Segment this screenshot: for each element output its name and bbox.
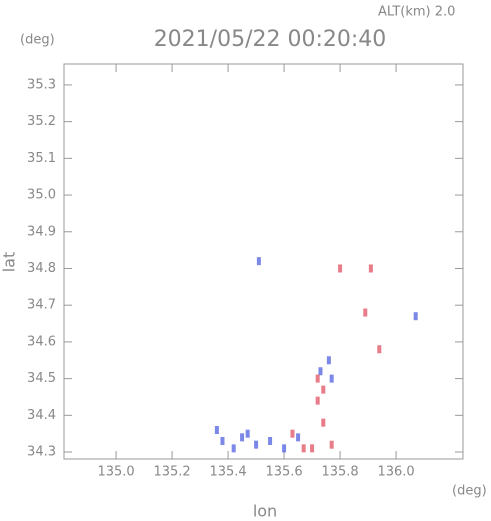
point xyxy=(214,425,219,434)
x-unit: (deg) xyxy=(452,484,487,499)
y-tick-label: 34.6 xyxy=(27,334,56,349)
point xyxy=(321,418,326,427)
y-unit: (deg) xyxy=(20,33,55,48)
point xyxy=(413,312,418,321)
point xyxy=(363,308,368,317)
y-tick-label: 35.2 xyxy=(27,114,56,129)
point xyxy=(315,374,320,383)
point xyxy=(220,437,225,446)
y-tick-label: 35.3 xyxy=(27,77,56,92)
y-axis-label: lat xyxy=(0,252,19,273)
x-axis-label: lon xyxy=(253,502,277,521)
point xyxy=(282,444,287,453)
x-tick-label: 135.0 xyxy=(97,465,134,480)
y-tick-label: 34.3 xyxy=(27,445,56,460)
point xyxy=(231,444,236,453)
point xyxy=(310,444,315,453)
x-tick-label: 135.8 xyxy=(321,465,358,480)
x-tick-label: 136.0 xyxy=(377,465,414,480)
plot-frame xyxy=(63,63,464,460)
point xyxy=(326,356,331,365)
point xyxy=(329,440,334,449)
point xyxy=(368,264,373,273)
point xyxy=(301,444,306,453)
point xyxy=(290,429,295,438)
y-tick-label: 34.8 xyxy=(27,261,56,276)
y-tick-label: 34.9 xyxy=(27,224,56,239)
x-tick-label: 135.2 xyxy=(153,465,190,480)
y-tick-label: 34.5 xyxy=(27,371,56,386)
point xyxy=(245,429,250,438)
point xyxy=(377,345,382,354)
chart-title: 2021/05/22 00:20:40 xyxy=(154,27,387,52)
x-tick-label: 135.6 xyxy=(265,465,302,480)
x-tick-label: 135.4 xyxy=(209,465,246,480)
point xyxy=(338,264,343,273)
point xyxy=(329,374,334,383)
point xyxy=(318,367,323,376)
y-tick-label: 34.4 xyxy=(27,408,56,423)
point xyxy=(268,437,273,446)
point xyxy=(296,433,301,442)
point xyxy=(315,396,320,405)
point xyxy=(254,440,259,449)
y-tick-label: 35.1 xyxy=(27,151,56,166)
point xyxy=(321,385,326,394)
y-tick-label: 35.0 xyxy=(27,188,56,203)
point xyxy=(240,433,245,442)
y-tick-label: 34.7 xyxy=(27,298,56,313)
chart-subtitle: ALT(km) 2.0 xyxy=(378,5,455,20)
point xyxy=(256,257,261,266)
